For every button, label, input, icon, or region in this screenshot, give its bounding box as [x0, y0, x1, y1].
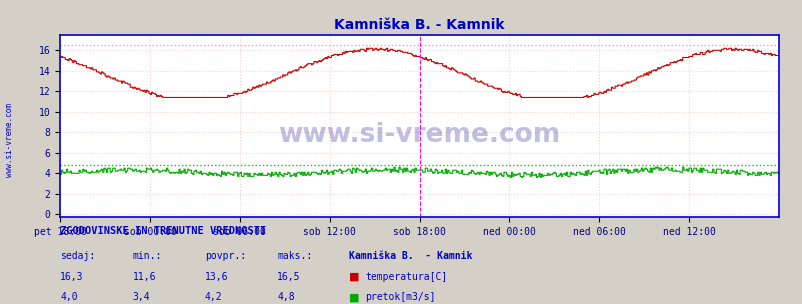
Text: 13,6: 13,6: [205, 272, 228, 282]
Text: ■: ■: [349, 272, 359, 282]
Text: 3,4: 3,4: [132, 292, 150, 302]
Text: ■: ■: [349, 292, 359, 302]
Text: temperatura[C]: temperatura[C]: [365, 272, 447, 282]
Text: www.si-vreme.com: www.si-vreme.com: [278, 122, 560, 148]
Text: sedaj:: sedaj:: [60, 251, 95, 261]
Text: 16,5: 16,5: [277, 272, 300, 282]
Text: min.:: min.:: [132, 251, 162, 261]
Text: 16,3: 16,3: [60, 272, 83, 282]
Text: pretok[m3/s]: pretok[m3/s]: [365, 292, 435, 302]
Text: 4,8: 4,8: [277, 292, 294, 302]
Text: www.si-vreme.com: www.si-vreme.com: [5, 103, 14, 177]
Text: 11,6: 11,6: [132, 272, 156, 282]
Text: ZGODOVINSKE IN TRENUTNE VREDNOSTI: ZGODOVINSKE IN TRENUTNE VREDNOSTI: [60, 226, 266, 237]
Title: Kamniška B. - Kamnik: Kamniška B. - Kamnik: [334, 19, 504, 33]
Text: povpr.:: povpr.:: [205, 251, 245, 261]
Text: Kamniška B.  - Kamnik: Kamniška B. - Kamnik: [349, 251, 472, 261]
Text: 4,2: 4,2: [205, 292, 222, 302]
Text: 4,0: 4,0: [60, 292, 78, 302]
Text: maks.:: maks.:: [277, 251, 312, 261]
